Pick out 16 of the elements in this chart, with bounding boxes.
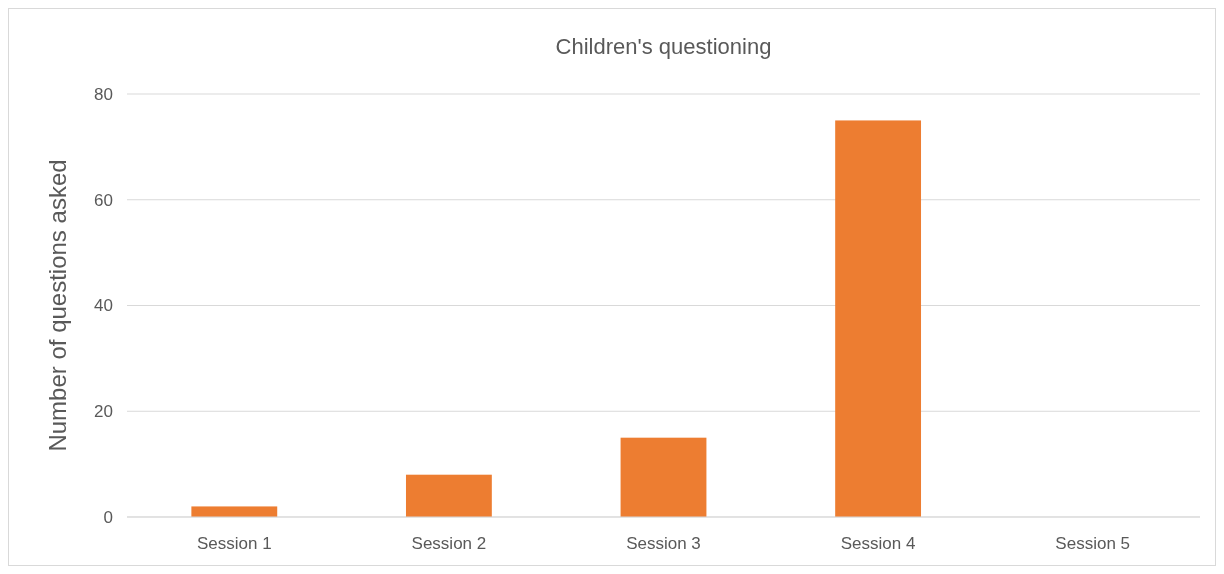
chart-title: Children's questioning	[555, 34, 772, 59]
x-tick-label: Session 1	[196, 534, 272, 553]
y-tick-label: 20	[94, 402, 113, 422]
bar	[835, 120, 922, 517]
y-tick-label: 0	[103, 507, 113, 527]
bar	[191, 506, 278, 517]
y-axis-title: Number of questions asked	[44, 159, 71, 452]
x-tick-label: Session 5	[1055, 534, 1131, 553]
bar	[405, 474, 492, 517]
x-tick-label: Session 2	[411, 534, 487, 553]
bar	[620, 437, 707, 517]
x-tick-label: Session 4	[840, 534, 916, 553]
y-tick-label: 80	[94, 84, 113, 104]
y-tick-label: 40	[94, 296, 113, 316]
x-tick-label: Session 3	[626, 534, 701, 553]
y-tick-label: 60	[94, 190, 113, 210]
